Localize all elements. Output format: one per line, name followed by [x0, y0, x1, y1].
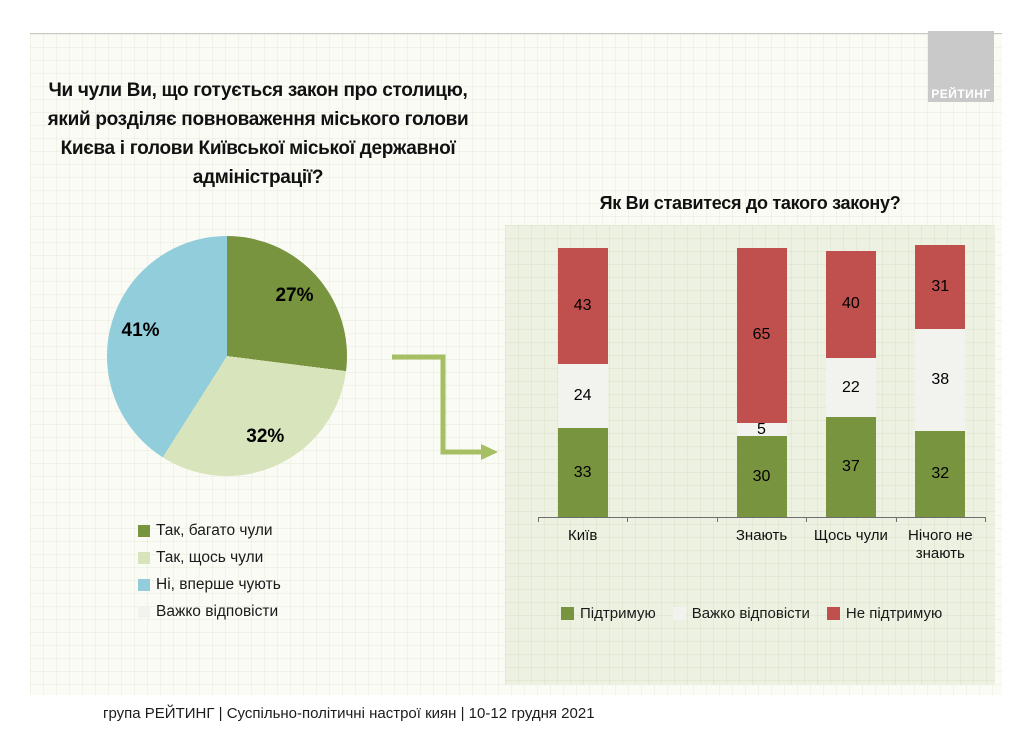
bar-segment-value: 33: [573, 463, 592, 481]
x-axis-tick: [627, 517, 629, 522]
legend-label: Ні, вперше чують: [156, 575, 281, 593]
bar-segment: 32: [915, 430, 966, 517]
bar-segment-value: 30: [752, 467, 771, 485]
legend-swatch: [672, 606, 686, 620]
legend-swatch: [138, 578, 150, 591]
legend-label: Важко відповісти: [156, 602, 279, 620]
legend-swatch: [138, 551, 150, 564]
elbow-arrow-line: [392, 354, 483, 455]
legend-label: Підтримую: [580, 604, 656, 622]
bar-segment-value: 22: [841, 378, 860, 396]
bar-segment: 24: [557, 363, 608, 429]
bar-segment-value: 37: [841, 458, 860, 476]
bar-segment: 33: [557, 428, 608, 517]
bar-segment: 40: [825, 250, 876, 359]
pie-title-line-3: Києва і голови Київської міської державн…: [60, 138, 456, 159]
x-axis-category-label: Нічого не знають: [907, 527, 973, 562]
bar-legend-item: Важко відповісти: [672, 603, 810, 623]
bar-segment-value: 38: [931, 370, 950, 388]
stacked-bar: 43 24 33: [557, 248, 608, 517]
legend-swatch: [138, 524, 150, 537]
x-axis-tick: [985, 517, 986, 522]
stacked-bar: 65 5 30: [736, 248, 787, 517]
pie-chart-title: Чи чули Ви, що готується закон про столи…: [28, 76, 488, 192]
pie-legend: Так, багато чули Так, щось чули Ні, вперше…: [138, 517, 281, 625]
bar-segment: 38: [915, 328, 966, 431]
bar-legend-item: Не підтримую: [826, 603, 943, 623]
bar-segment: 22: [825, 358, 876, 418]
pie-slice-label: 27%: [275, 285, 314, 307]
bar-segment: 65: [736, 248, 787, 423]
x-axis-tick: [806, 517, 808, 522]
rating-logo: РЕЙТИНГ: [928, 31, 994, 102]
pie-legend-item: Важко відповісти: [138, 598, 281, 625]
x-axis-tick: [538, 517, 539, 522]
pie-legend-item: Ні, вперше чують: [138, 571, 281, 598]
legend-label: Важко відповісти: [691, 604, 810, 622]
bar-chart-plot: 43 24 33 Київ 65 5 30 Знають 40 22 37 Щось чули 31 38…: [505, 225, 995, 685]
pie-title-line-2: який розділяє повноваження міського голо…: [47, 109, 469, 130]
pie-chart: [107, 236, 347, 476]
rating-logo-text: РЕЙТИНГ: [931, 86, 991, 101]
legend-swatch: [561, 606, 574, 620]
x-axis-category-label: Щось чули: [813, 527, 888, 544]
x-axis-category-label: Знають: [735, 527, 788, 544]
source-footer: група РЕЙТИНГ | Суспільно-політичні наст…: [103, 705, 595, 722]
x-axis-category-label: Київ: [568, 527, 598, 544]
stacked-bar: 40 22 37: [825, 250, 876, 517]
bar-segment: 31: [915, 245, 966, 329]
pie-legend-item: Так, щось чули: [138, 544, 281, 571]
bar-segment-value: 24: [573, 386, 592, 404]
bar-legend: Підтримую Важко відповісти Не підтримую: [561, 603, 942, 623]
bar-segment: 30: [736, 436, 787, 517]
legend-label: Не підтримую: [845, 604, 943, 622]
stacked-bar: 31 38 32: [915, 245, 966, 517]
bar-segment-value: 43: [573, 296, 592, 314]
x-axis-line: [538, 517, 985, 518]
elbow-arrow: [392, 354, 498, 460]
bar-segment: 43: [557, 248, 608, 364]
pie-legend-item: Так, багато чули: [138, 517, 281, 544]
bar-segment-value: 65: [752, 326, 771, 344]
bar-segment: 37: [825, 417, 876, 517]
bar-legend-item: Підтримую: [561, 603, 656, 623]
legend-label: Так, багато чули: [156, 521, 273, 539]
elbow-arrow-head: [481, 444, 498, 460]
pie-title-line-4: адміністрації?: [192, 167, 324, 188]
pie-title-line-1: Чи чули Ви, що готується закон про столи…: [48, 80, 468, 101]
bar-segment: 5: [736, 420, 787, 438]
legend-swatch: [138, 605, 150, 618]
bar-chart-title: Як Ви ставитеся до такого закону?: [599, 193, 901, 213]
x-axis-tick: [716, 517, 718, 522]
bar-segment-value: 31: [931, 277, 950, 295]
pie-slice-label: 32%: [246, 426, 285, 448]
x-axis-tick: [895, 517, 897, 522]
pie-slice-label: 41%: [121, 319, 160, 341]
legend-swatch: [826, 606, 840, 620]
pie-chart-area: 27% 32% 41%: [107, 236, 347, 476]
bar-segment-value: 32: [931, 464, 950, 482]
bar-segment-value: 5: [757, 420, 766, 438]
bar-segment-value: 40: [841, 295, 860, 313]
legend-label: Так, щось чули: [156, 548, 264, 566]
